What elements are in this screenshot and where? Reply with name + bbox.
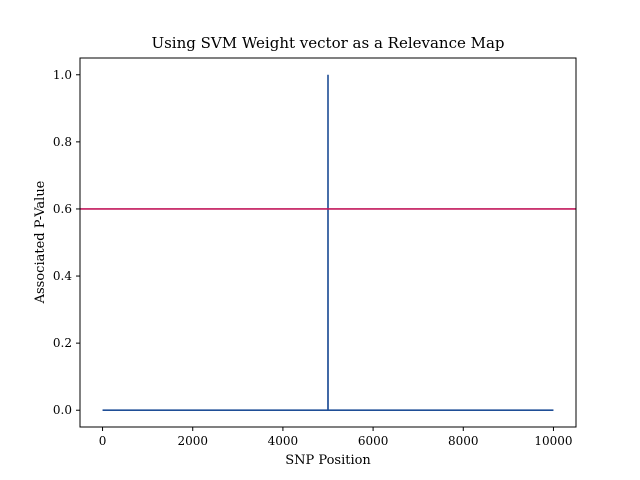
y-tick-label: 0.4 [53,269,72,283]
chart-title: Using SVM Weight vector as a Relevance M… [151,34,504,52]
y-tick-label: 0.2 [53,336,72,350]
y-tick-label: 0.0 [53,403,72,417]
x-tick-label: 0 [99,434,107,448]
x-tick-label: 10000 [534,434,572,448]
y-axis-label: Associated P-Value [33,180,48,304]
plot-area [80,74,576,412]
plot-frame [79,57,577,428]
x-axis: 0 2000 4000 6000 8000 10000 [99,427,573,448]
x-tick-label: 2000 [177,434,208,448]
x-tick-label: 8000 [448,434,479,448]
x-tick-label: 4000 [268,434,299,448]
x-axis-label: SNP Position [285,453,371,468]
y-tick-label: 0.8 [53,135,72,149]
y-tick-label: 1.0 [53,68,72,82]
y-axis: 0.0 0.2 0.4 0.6 0.8 1.0 [53,68,80,417]
series-line-0 [102,74,554,412]
y-tick-label: 0.6 [53,202,72,216]
x-tick-label: 6000 [358,434,389,448]
